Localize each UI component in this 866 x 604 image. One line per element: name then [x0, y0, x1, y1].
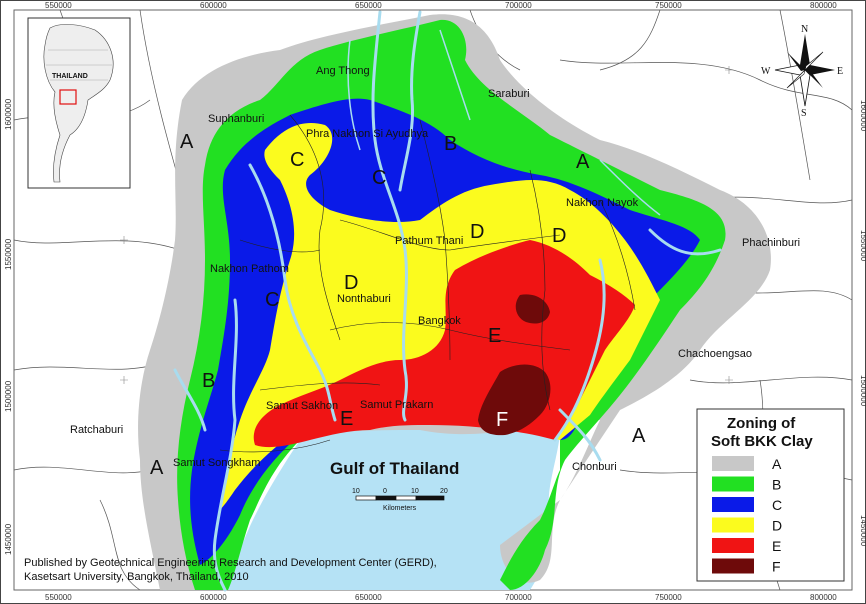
- x-tick-bottom: 550000: [45, 593, 72, 602]
- place-phachinburi: Phachinburi: [742, 237, 800, 249]
- legend-swatch-f: [712, 558, 754, 574]
- compass-e: E: [837, 66, 843, 77]
- credit-line-2: Kasetsart University, Bangkok, Thailand,…: [24, 571, 249, 583]
- x-tick-bottom: 700000: [505, 593, 532, 602]
- place-samut-songkham: Samut Songkham: [173, 457, 260, 469]
- zone-f-region: [478, 294, 551, 436]
- inset-highlight-box: [59, 89, 77, 105]
- legend-swatch-c: [712, 497, 754, 512]
- x-tick-top: 750000: [655, 1, 682, 10]
- zone-letter-a: A: [632, 425, 646, 447]
- place-pathum-thani: Pathum Thani: [395, 235, 463, 247]
- place-labels: Ang Thong Saraburi Suphanburi Phra Nakho…: [70, 65, 800, 473]
- sea-label: Gulf of Thailand: [330, 459, 459, 478]
- y-tick-left: 1500000: [4, 380, 13, 412]
- scale-unit: Kilometers: [383, 505, 417, 512]
- x-tick-top: 600000: [200, 1, 227, 10]
- zone-letter-a: A: [150, 457, 164, 479]
- place-samut-sakhon: Samut Sakhon: [266, 400, 338, 412]
- rivers: [173, 10, 722, 592]
- place-saraburi: Saraburi: [488, 88, 530, 100]
- zone-letter-e: E: [340, 408, 353, 430]
- y-tick-right: 1500000: [859, 375, 866, 407]
- zone-letter-d: D: [470, 221, 484, 243]
- zone-letter-c: C: [290, 149, 304, 171]
- place-suphanburi: Suphanburi: [208, 113, 264, 125]
- compass-s: S: [801, 108, 807, 119]
- scale-tick: 0: [383, 488, 387, 495]
- legend-label-f: F: [772, 559, 781, 575]
- scale-tick: 10: [352, 488, 360, 495]
- place-chonburi: Chonburi: [572, 461, 617, 473]
- legend-swatch-e: [712, 538, 754, 553]
- y-tick-left: 1600000: [4, 98, 13, 130]
- place-nakhon-nayok: Nakhon Nayok: [566, 197, 639, 209]
- y-tick-right: 1550000: [859, 230, 866, 262]
- zone-letter-b: B: [444, 133, 457, 155]
- x-tick-bottom: 650000: [355, 593, 382, 602]
- zone-letter-c: C: [372, 167, 386, 189]
- zone-letters: A A A A B B C C C D D D E E F: [150, 131, 646, 479]
- scale-bar: 10 0 10 20 Kilometers: [352, 488, 448, 512]
- north-arrow-compass: N S E W: [761, 24, 843, 119]
- zone-letter-c: C: [265, 289, 279, 311]
- scale-tick: 10: [411, 488, 419, 495]
- x-tick-bottom: 600000: [200, 593, 227, 602]
- legend-swatch-a: [712, 456, 754, 471]
- y-tick-right: 1600000: [859, 100, 866, 132]
- zone-letter-a: A: [576, 151, 590, 173]
- compass-w: W: [761, 66, 771, 77]
- zone-letter-d: D: [552, 225, 566, 247]
- zone-letter-a: A: [180, 131, 194, 153]
- place-nonthaburi: Nonthaburi: [337, 293, 391, 305]
- place-chachoengsao: Chachoengsao: [678, 348, 752, 360]
- x-tick-top: 550000: [45, 1, 72, 10]
- x-coordinate-ticks: 550000 600000 650000 700000 750000 80000…: [45, 1, 837, 602]
- inset-label: THAILAND: [52, 73, 88, 80]
- place-nakhon-pathom: Nakhon Pathom: [210, 263, 289, 275]
- legend-title-line1: Zoning of: [727, 415, 796, 432]
- x-tick-bottom: 750000: [655, 593, 682, 602]
- place-bangkok: Bangkok: [418, 315, 461, 327]
- x-tick-top: 700000: [505, 1, 532, 10]
- place-ratchaburi: Ratchaburi: [70, 424, 123, 436]
- legend-label-a: A: [772, 456, 782, 472]
- x-tick-top: 650000: [355, 1, 382, 10]
- credit-line-1: Published by Geotechnical Engineering Re…: [24, 557, 437, 569]
- legend-label-e: E: [772, 538, 781, 554]
- y-tick-right: 1450000: [859, 515, 866, 547]
- x-tick-top: 800000: [810, 1, 837, 10]
- legend-swatch-b: [712, 476, 754, 492]
- x-tick-bottom: 800000: [810, 593, 837, 602]
- compass-n: N: [801, 24, 808, 35]
- river-tributaries: [347, 29, 661, 216]
- zone-letter-d: D: [344, 272, 358, 294]
- place-ayutthaya: Phra Nakhon Si Ayudhya: [306, 128, 429, 140]
- legend-label-b: B: [772, 477, 781, 493]
- legend-title-line2: Soft BKK Clay: [711, 433, 813, 450]
- district-boundaries: [219, 114, 636, 453]
- zone-letter-b: B: [202, 370, 215, 392]
- place-samut-prakarn: Samut Prakarn: [360, 399, 433, 411]
- legend-label-d: D: [772, 518, 782, 534]
- legend-swatch-d: [712, 517, 754, 533]
- place-ang-thong: Ang Thong: [316, 65, 370, 77]
- zone-letter-e: E: [488, 325, 501, 347]
- zone-letter-f: F: [496, 409, 508, 431]
- y-coordinate-ticks: 1600000 1550000 1500000 1450000 1600000 …: [4, 98, 866, 555]
- thailand-inset-map: THAILAND: [27, 17, 131, 189]
- scale-tick: 20: [440, 488, 448, 495]
- legend-label-c: C: [772, 497, 782, 513]
- gulf-of-thailand: [228, 420, 560, 590]
- y-tick-left: 1550000: [4, 238, 13, 270]
- y-tick-left: 1450000: [4, 523, 13, 555]
